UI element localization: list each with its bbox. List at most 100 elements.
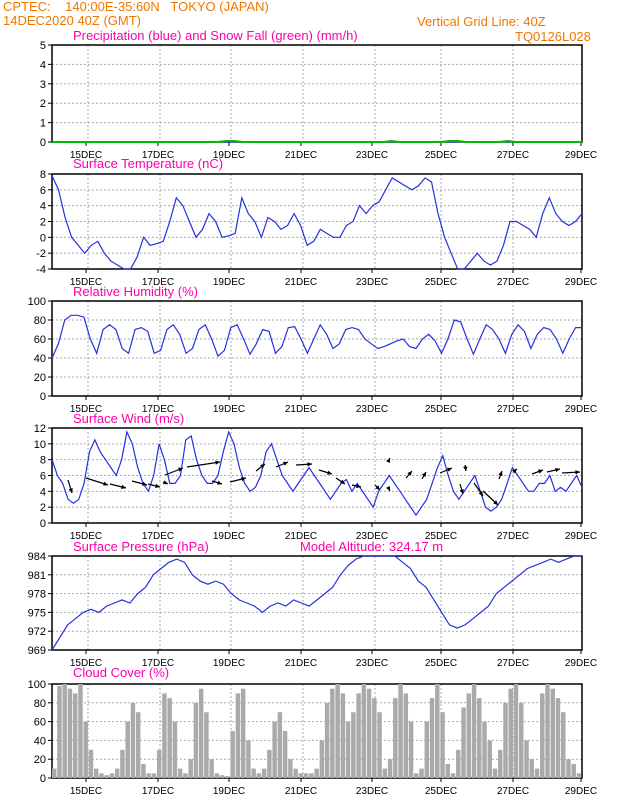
cloud-bar (377, 712, 382, 778)
y-tick-label: 984 (28, 551, 46, 563)
panel-title: Surface Temperature (nC) (73, 156, 223, 171)
x-tick-label: 21DEC (285, 404, 317, 415)
panel-frame (51, 44, 583, 143)
cloud-bar (188, 759, 193, 778)
cloud-bar (109, 773, 115, 778)
x-tick-label: 17DEC (142, 277, 174, 288)
wind-arrow-head (327, 470, 332, 475)
wind-arrow-head (575, 470, 580, 475)
cloud-bar (52, 768, 57, 778)
cloud-bar (240, 688, 246, 778)
x-tick-label: 29DEC (565, 658, 597, 669)
wind-arrow-head (163, 480, 168, 485)
x-tick-label: 25DEC (425, 150, 457, 161)
cloud-bar (445, 763, 451, 778)
cloud-bar (172, 721, 178, 778)
cloud-bar (319, 740, 325, 778)
x-tick-label: 29DEC (565, 531, 597, 542)
x-tick-label: 21DEC (285, 786, 317, 797)
wind-arrow-head (459, 489, 464, 494)
wind-arrow-head (260, 464, 265, 469)
y-tick-label: 100 (28, 679, 46, 691)
wind-arrow-head (407, 471, 412, 476)
panel-title: Surface Wind (m/s) (73, 411, 184, 426)
wind-arrow-head (512, 469, 517, 474)
x-tick-label: 27DEC (497, 277, 529, 288)
cloud-bar (209, 759, 214, 778)
cloud-bar (414, 773, 419, 778)
cloud-bar (393, 698, 398, 778)
x-tick-label: 15DEC (70, 277, 102, 288)
x-tick-label: 19DEC (213, 658, 245, 669)
cloud-bar (235, 693, 241, 778)
y-tick-label: 2 (40, 98, 46, 110)
cloud-bar (151, 773, 157, 778)
wind-arrow-head (498, 471, 503, 476)
cloud-bar (267, 749, 272, 778)
cloud-bar (429, 698, 435, 778)
cloud-bar (508, 688, 513, 778)
cloud-bar (167, 698, 172, 778)
y-tick-label: 0 (40, 773, 46, 785)
x-tick-label: 21DEC (285, 150, 317, 161)
cloud-bar (309, 773, 314, 778)
cloud-bar (219, 775, 225, 778)
cloud-bar (88, 749, 94, 778)
y-tick-label: 972 (28, 626, 46, 638)
x-tick-label: 25DEC (425, 404, 457, 415)
cloud-bar (340, 693, 346, 778)
cloud-bar (561, 712, 566, 778)
x-tick-label: 29DEC (565, 150, 597, 161)
cloud-bar (125, 721, 130, 778)
y-tick-label: 60 (34, 334, 46, 346)
cloud-bar (576, 773, 582, 778)
panel-frame (51, 555, 583, 651)
cloud-bar (566, 759, 571, 778)
y-tick-label: 5 (40, 40, 46, 52)
header-datetime: 14DEC2020 40Z (GMT) (3, 13, 141, 28)
y-tick-label: 4 (40, 486, 46, 498)
y-tick-label: 969 (28, 645, 46, 657)
wind-arrow-head (421, 472, 426, 477)
panel-frame (51, 300, 583, 397)
x-tick-label: 17DEC (142, 150, 174, 161)
series-line (51, 314, 582, 359)
cloud-bar (366, 688, 372, 778)
x-tick-label: 29DEC (565, 277, 597, 288)
wind-arrow-head (447, 467, 452, 472)
cloud-bar (225, 776, 230, 778)
cloud-bar (403, 693, 409, 778)
cloud-bar (204, 712, 209, 778)
cloud-bar (351, 712, 356, 778)
x-tick-label: 27DEC (497, 404, 529, 415)
x-tick-label: 25DEC (425, 786, 457, 797)
cloud-bar (293, 768, 298, 778)
y-tick-label: 1 (40, 118, 46, 130)
cloud-bar (519, 702, 524, 778)
x-tick-label: 17DEC (142, 658, 174, 669)
x-tick-label: 17DEC (142, 531, 174, 542)
y-tick-label: 6 (40, 185, 46, 197)
cloud-bar (230, 731, 235, 778)
wind-arrow-head (121, 484, 126, 489)
panel-title: Cloud Cover (%) (73, 665, 169, 680)
y-tick-label: 975 (28, 607, 46, 619)
wind-arrow-head (356, 483, 361, 489)
series-line (51, 430, 583, 517)
y-tick-label: 8 (40, 455, 46, 467)
y-tick-label: 0 (40, 518, 46, 530)
y-tick-label: 20 (34, 754, 46, 766)
x-tick-label: 29DEC (565, 404, 597, 415)
cloud-bar (435, 684, 440, 778)
cloud-bar (487, 740, 493, 778)
cloud-bar (162, 693, 167, 778)
wind-arrow-head (68, 488, 73, 493)
wind-arrow-head (215, 460, 220, 465)
snow-line (52, 139, 582, 143)
x-tick-label: 21DEC (285, 277, 317, 288)
y-tick-label: 10 (34, 439, 46, 451)
wind-arrow-head (103, 481, 108, 486)
cloud-bar (256, 773, 262, 778)
cloud-bar (104, 775, 109, 778)
y-tick-label: 6 (40, 471, 46, 483)
